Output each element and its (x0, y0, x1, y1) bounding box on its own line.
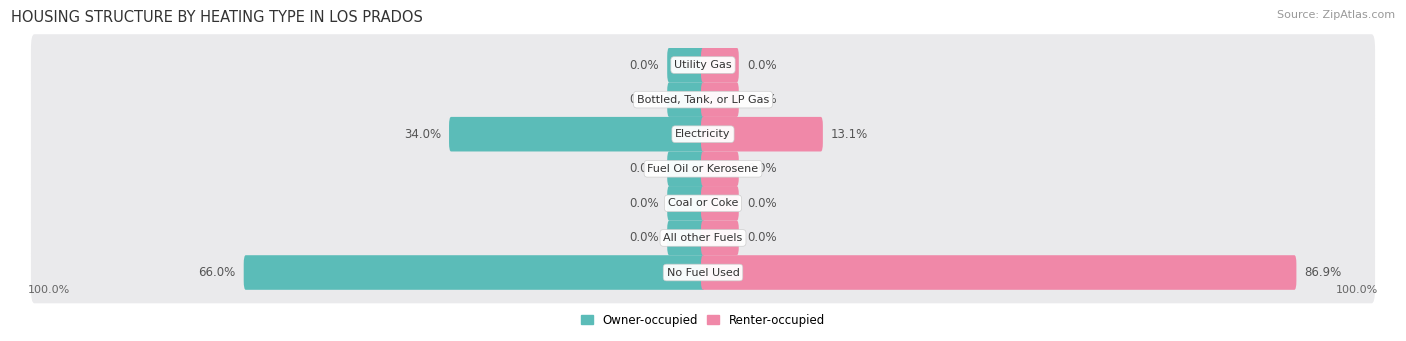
Text: 0.0%: 0.0% (747, 93, 776, 106)
FancyBboxPatch shape (31, 103, 1375, 165)
FancyBboxPatch shape (702, 151, 738, 186)
Text: HOUSING STRUCTURE BY HEATING TYPE IN LOS PRADOS: HOUSING STRUCTURE BY HEATING TYPE IN LOS… (11, 10, 423, 25)
Text: 0.0%: 0.0% (630, 93, 659, 106)
Text: 0.0%: 0.0% (630, 59, 659, 72)
Text: 0.0%: 0.0% (747, 232, 776, 244)
FancyBboxPatch shape (31, 242, 1375, 303)
FancyBboxPatch shape (668, 221, 704, 255)
FancyBboxPatch shape (702, 117, 823, 151)
Text: 13.1%: 13.1% (831, 128, 869, 141)
FancyBboxPatch shape (668, 186, 704, 221)
FancyBboxPatch shape (31, 207, 1375, 269)
Text: 0.0%: 0.0% (630, 232, 659, 244)
FancyBboxPatch shape (31, 34, 1375, 96)
FancyBboxPatch shape (668, 82, 704, 117)
Text: 100.0%: 100.0% (28, 285, 70, 296)
FancyBboxPatch shape (702, 48, 738, 82)
Text: Utility Gas: Utility Gas (675, 60, 731, 70)
Text: All other Fuels: All other Fuels (664, 233, 742, 243)
FancyBboxPatch shape (702, 82, 738, 117)
Text: Electricity: Electricity (675, 129, 731, 139)
FancyBboxPatch shape (702, 221, 738, 255)
FancyBboxPatch shape (31, 69, 1375, 130)
Text: 0.0%: 0.0% (747, 162, 776, 175)
FancyBboxPatch shape (243, 255, 704, 290)
Text: Coal or Coke: Coal or Coke (668, 198, 738, 208)
FancyBboxPatch shape (31, 173, 1375, 234)
Text: 66.0%: 66.0% (198, 266, 236, 279)
FancyBboxPatch shape (668, 48, 704, 82)
Text: Source: ZipAtlas.com: Source: ZipAtlas.com (1277, 10, 1395, 20)
FancyBboxPatch shape (702, 255, 1296, 290)
FancyBboxPatch shape (31, 138, 1375, 199)
Text: 100.0%: 100.0% (1336, 285, 1378, 296)
FancyBboxPatch shape (702, 186, 738, 221)
Text: 0.0%: 0.0% (630, 162, 659, 175)
Text: Bottled, Tank, or LP Gas: Bottled, Tank, or LP Gas (637, 94, 769, 105)
Legend: Owner-occupied, Renter-occupied: Owner-occupied, Renter-occupied (576, 309, 830, 331)
Text: 34.0%: 34.0% (404, 128, 441, 141)
Text: No Fuel Used: No Fuel Used (666, 267, 740, 278)
Text: 86.9%: 86.9% (1305, 266, 1341, 279)
Text: 0.0%: 0.0% (630, 197, 659, 210)
FancyBboxPatch shape (668, 151, 704, 186)
FancyBboxPatch shape (449, 117, 704, 151)
Text: 0.0%: 0.0% (747, 197, 776, 210)
Text: Fuel Oil or Kerosene: Fuel Oil or Kerosene (647, 164, 759, 174)
Text: 0.0%: 0.0% (747, 59, 776, 72)
